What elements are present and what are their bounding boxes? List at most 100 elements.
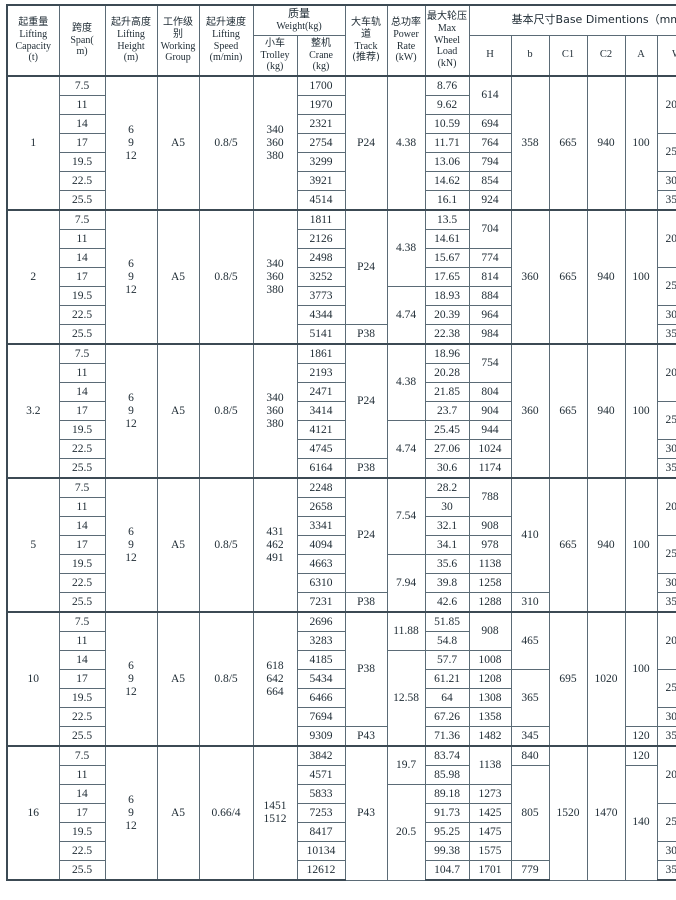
cell-crane-weight: 7231 (296, 592, 346, 613)
cell-max-wheel-load: 51.85 (424, 611, 470, 633)
cell-crane-weight: 3299 (296, 152, 346, 173)
cell-lifting-height: 6 9 12 (104, 745, 158, 882)
header-power-rate: 总功率 Power Rate (kW) (386, 3, 426, 77)
cell-dim-H: 984 (468, 324, 512, 345)
cell-span: 22.5 (58, 305, 106, 326)
cell-track: P24 (344, 75, 388, 211)
table-row: 19.5 3299 13.06 794 (7, 152, 676, 173)
cell-dim-A: 120 (624, 726, 658, 747)
cell-track: P38 (344, 592, 388, 613)
cell-dim-W: 3000 (656, 707, 676, 728)
header-span-en: Span( (70, 34, 94, 46)
header-trolley-cn: 小车 (265, 37, 285, 49)
table-row: 16 7.5 6 9 12 A5 0.66/4 1451 1512 3842 P43 19.7 83.7… (6, 745, 676, 882)
cell-max-wheel-load: 30 (424, 497, 470, 518)
cell-span: 19.5 (58, 152, 106, 173)
header-trolley-unit: (kg) (266, 61, 284, 73)
table-row: 10 7.5 6 9 12 A5 0.8/5 618 642 664 2696 P38 11.88 51.… (6, 611, 676, 747)
cell-span: 17 (58, 267, 106, 288)
cell-span: 17 (58, 803, 106, 824)
cell-dim-H: 1475 (468, 822, 512, 843)
cell-span: 17 (58, 535, 106, 556)
cell-dim-H: 754 (468, 343, 512, 384)
header-crane: 整机 Crane (kg) (296, 34, 346, 77)
cell-span: 7.5 (58, 75, 106, 97)
cell-crane-weight: 4185 (296, 650, 346, 671)
cell-dim-H: 944 (468, 420, 512, 441)
cell-trolley-weight: 431 462 491 (252, 477, 298, 613)
cell-crane-weight: 1861 (296, 343, 346, 365)
cell-max-wheel-load: 104.7 (424, 860, 470, 882)
cell-working-group: A5 (156, 75, 200, 211)
cell-crane-weight: 2754 (296, 133, 346, 154)
cell-crane-weight: 2498 (296, 248, 346, 269)
cell-dim-H: 1701 (468, 860, 512, 882)
table-row: 11 2193 20.28 (7, 363, 676, 384)
cell-dim-C1: 665 (548, 75, 588, 211)
cell-dim-b: 358 (510, 75, 550, 211)
cell-crane-weight: 4344 (296, 305, 346, 326)
cell-lifting-speed: 0.8/5 (198, 75, 254, 211)
cell-dim-W: 2500 (656, 803, 676, 843)
cell-max-wheel-load: 18.93 (424, 286, 470, 307)
cell-span: 14 (58, 784, 106, 805)
cell-dim-C1: 665 (548, 209, 588, 345)
cell-dim-b: 345 (510, 726, 550, 747)
cell-max-wheel-load: 25.45 (424, 420, 470, 441)
cell-crane-weight: 5141 (296, 324, 346, 345)
table-row: 14 3341 32.1 908 (7, 516, 676, 537)
cell-trolley-weight: 340 360 380 (252, 75, 298, 211)
cell-trolley-weight: 340 360 380 (252, 343, 298, 479)
cell-dim-A: 100 (624, 75, 658, 211)
table-row: 11 3283 54.8 (7, 631, 676, 652)
cell-span: 22.5 (58, 707, 106, 728)
cell-max-wheel-load: 10.59 (424, 114, 470, 135)
cell-max-wheel-load: 30.6 (424, 458, 470, 479)
cell-dim-W: 3500 (656, 458, 676, 479)
cell-dim-W: 2000 (656, 611, 676, 671)
cell-dim-H: 924 (468, 190, 512, 211)
cell-power-rate: 4.74 (386, 420, 426, 479)
cell-span: 19.5 (58, 420, 106, 441)
cell-crane-weight: 9309 (296, 726, 346, 747)
header-W: W (656, 34, 676, 77)
cell-track: P24 (344, 209, 388, 326)
cell-max-wheel-load: 15.67 (424, 248, 470, 269)
cell-span: 7.5 (58, 611, 106, 633)
header-span-cn: 跨度 (72, 22, 92, 34)
cell-crane-weight: 4571 (296, 765, 346, 786)
cell-dim-H: 694 (468, 114, 512, 135)
cell-dim-H: 788 (468, 477, 512, 518)
cell-dim-W: 2000 (656, 209, 676, 269)
cell-track: P24 (344, 343, 388, 460)
cell-span: 22.5 (58, 171, 106, 192)
cell-dim-W: 2500 (656, 401, 676, 441)
cell-dim-H: 964 (468, 305, 512, 326)
cell-dim-b: 365 (510, 669, 550, 728)
cell-max-wheel-load: 83.74 (424, 745, 470, 767)
table-row: 3.2 7.5 6 9 12 A5 0.8/5 340 360 380 1861 P24 4.38 18.… (6, 343, 676, 479)
header-base-dimensions-group: 基本尺寸Base Dimentions（mm） (468, 3, 676, 36)
header-lifting-speed-cn: 起升速度 (206, 16, 246, 28)
cell-trolley-weight: 618 642 664 (252, 611, 298, 747)
cell-max-wheel-load: 35.6 (424, 554, 470, 575)
cell-dim-C1: 695 (548, 611, 588, 747)
cell-dim-H: 978 (468, 535, 512, 556)
cell-crane-weight: 6310 (296, 573, 346, 594)
header-base-dimensions-title: 基本尺寸Base Dimentions（mm） (511, 12, 676, 26)
cell-lifting-height: 6 9 12 (104, 611, 158, 747)
cell-dim-H: 1425 (468, 803, 512, 824)
crane-specification-table: 起重量 Lifting Capacity (t) 跨度 Span( m) 起升高… (6, 3, 676, 882)
cell-max-wheel-load: 17.65 (424, 267, 470, 288)
cell-max-wheel-load: 14.62 (424, 171, 470, 192)
cell-crane-weight: 12612 (296, 860, 346, 882)
cell-max-wheel-load: 99.38 (424, 841, 470, 862)
cell-max-wheel-load: 39.8 (424, 573, 470, 594)
cell-crane-weight: 3921 (296, 171, 346, 192)
cell-crane-weight: 3773 (296, 286, 346, 307)
cell-max-wheel-load: 13.5 (424, 209, 470, 231)
cell-crane-weight: 3842 (296, 745, 346, 767)
